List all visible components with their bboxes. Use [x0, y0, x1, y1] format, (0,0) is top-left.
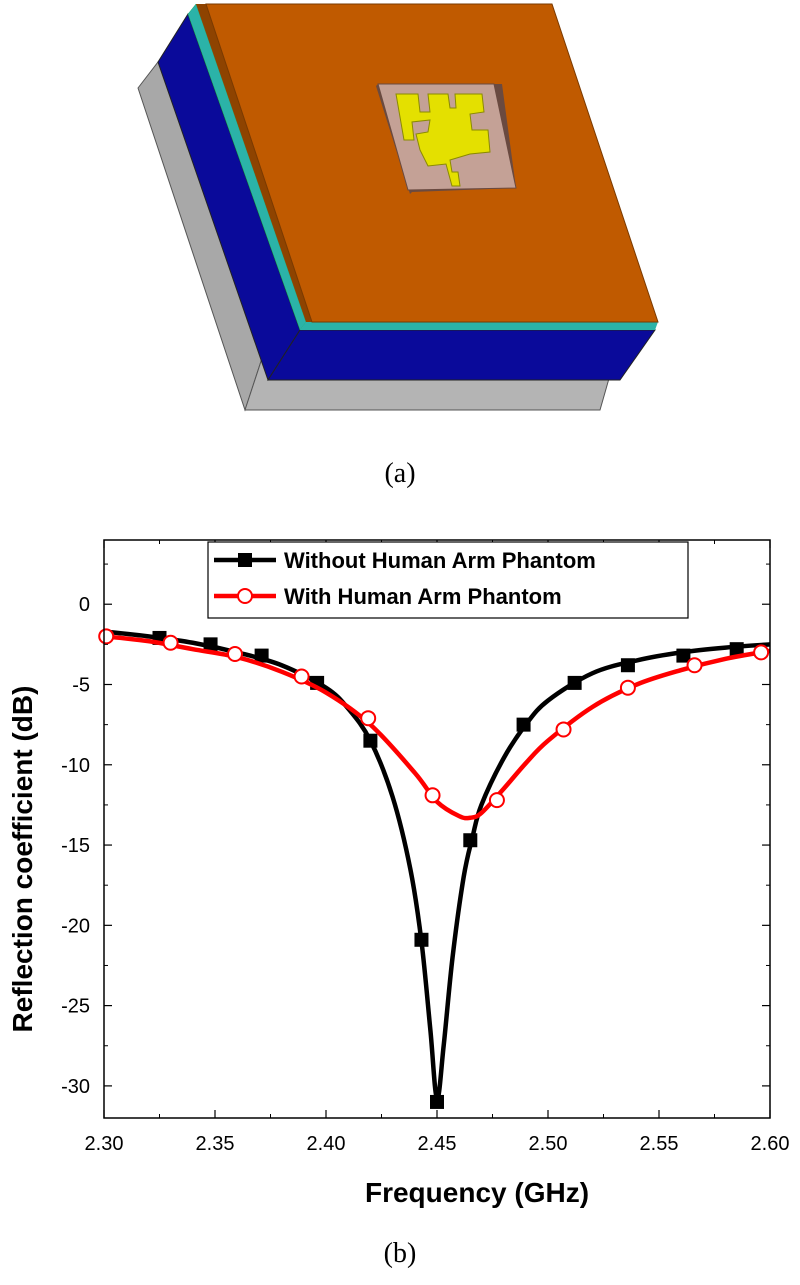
data-point-square [254, 648, 269, 663]
y-tick-label: -30 [61, 1076, 90, 1098]
data-point-square [363, 733, 378, 748]
y-tick-label: -25 [61, 996, 90, 1018]
data-point-square [516, 717, 531, 732]
x-tick-label: 2.35 [196, 1133, 235, 1155]
substrate-front [267, 329, 656, 381]
data-point-square [203, 637, 218, 652]
x-tick-label: 2.55 [640, 1133, 679, 1155]
legend-box [207, 541, 689, 619]
x-axis-label: Frequency (GHz) [365, 1177, 589, 1208]
data-point-circle [162, 634, 179, 651]
data-point-circle [98, 628, 115, 645]
plot-frame [103, 539, 771, 1119]
reflection-coefficient-chart: 2.30 2.35 2.40 2.45 2.50 2.55 2.60 0 -5 -10 -15 -20… [7, 539, 790, 1208]
y-tick-label: 0 [79, 594, 90, 616]
data-point-circle [424, 787, 441, 804]
data-point-circle [619, 679, 636, 696]
x-tick-label: 2.45 [418, 1133, 457, 1155]
y-tick-label: -15 [61, 835, 90, 857]
data-point-circle [293, 668, 310, 685]
data-point-square [430, 1094, 444, 1109]
data-point-square [729, 642, 744, 657]
y-tick-label: -20 [61, 915, 90, 937]
x-tick-label: 2.60 [751, 1133, 790, 1155]
caption-a: (a) [384, 458, 416, 489]
data-point-square [463, 833, 478, 848]
legend-marker-square [238, 553, 252, 567]
series-line-0 [103, 629, 771, 1101]
dielectric-front [300, 322, 658, 330]
data-point-square [620, 658, 635, 673]
data-point-circle [488, 792, 505, 809]
antenna-patch [395, 93, 491, 187]
caption-b: (b) [383, 1238, 417, 1269]
data-point-circle [360, 710, 377, 727]
antenna-3d-model [137, 3, 659, 412]
y-axis-label: Reflection coefficient (dB) [7, 686, 38, 1033]
legend-label-0: Without Human Arm Phantom [284, 548, 596, 573]
data-point-square [676, 648, 691, 663]
y-tick-label: -10 [61, 755, 90, 777]
data-point-circle [753, 644, 770, 661]
data-point-square [414, 932, 429, 947]
legend-label-1: With Human Arm Phantom [284, 584, 562, 609]
x-tick-label: 2.30 [85, 1133, 124, 1155]
data-point-square [567, 675, 582, 690]
data-point-circle [686, 657, 703, 674]
data-point-circle [555, 721, 572, 738]
x-tick-label: 2.50 [529, 1133, 568, 1155]
copper-top-edge [196, 4, 312, 322]
y-tick-label: -5 [72, 675, 90, 697]
x-tick-label: 2.40 [307, 1133, 346, 1155]
legend-marker-circle [237, 588, 253, 604]
data-point-circle [226, 645, 243, 662]
